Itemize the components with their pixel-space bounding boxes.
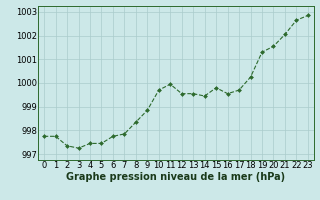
X-axis label: Graphe pression niveau de la mer (hPa): Graphe pression niveau de la mer (hPa) bbox=[67, 172, 285, 182]
